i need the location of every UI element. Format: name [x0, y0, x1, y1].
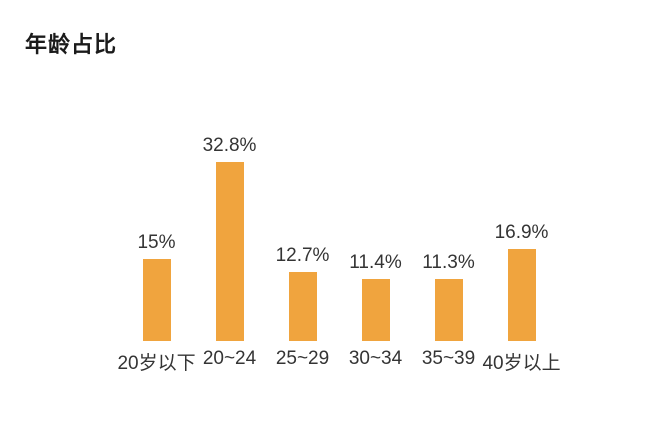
x-axis-label: 30~34: [348, 348, 403, 369]
bar: [507, 249, 536, 341]
bar-value-label: 11.3%: [422, 252, 475, 273]
bar: [215, 162, 244, 341]
bar-group: 11.3% 35~39: [412, 121, 485, 369]
bar-value-label: 32.8%: [202, 135, 257, 156]
x-axis-label: 35~39: [421, 348, 476, 369]
bar-chart-plot: 15% 20岁以下 32.8% 20~24 12.7% 25~29 11.4% 30~34 11…: [117, 121, 560, 374]
chart-title: 年龄占比: [25, 32, 118, 57]
x-axis-label: 25~29: [275, 348, 330, 369]
bar-group: 32.8% 20~24: [193, 121, 266, 369]
bar: [142, 259, 171, 341]
x-axis-label: 40岁以上: [482, 353, 561, 374]
bar: [288, 272, 317, 341]
bar: [434, 279, 463, 341]
bar-group: 11.4% 30~34: [339, 121, 412, 369]
x-axis-label: 20~24: [202, 348, 257, 369]
bar-group: 12.7% 25~29: [266, 121, 339, 369]
bar-group: 15% 20岁以下: [117, 121, 195, 374]
bar-value-label: 15%: [137, 232, 176, 253]
x-axis-label: 20岁以下: [117, 353, 196, 374]
bar-value-label: 12.7%: [275, 245, 330, 266]
bar: [361, 279, 390, 341]
bar-group: 16.9% 40岁以上: [482, 121, 560, 374]
bar-value-label: 11.4%: [349, 252, 402, 273]
bar-value-label: 16.9%: [494, 222, 549, 243]
